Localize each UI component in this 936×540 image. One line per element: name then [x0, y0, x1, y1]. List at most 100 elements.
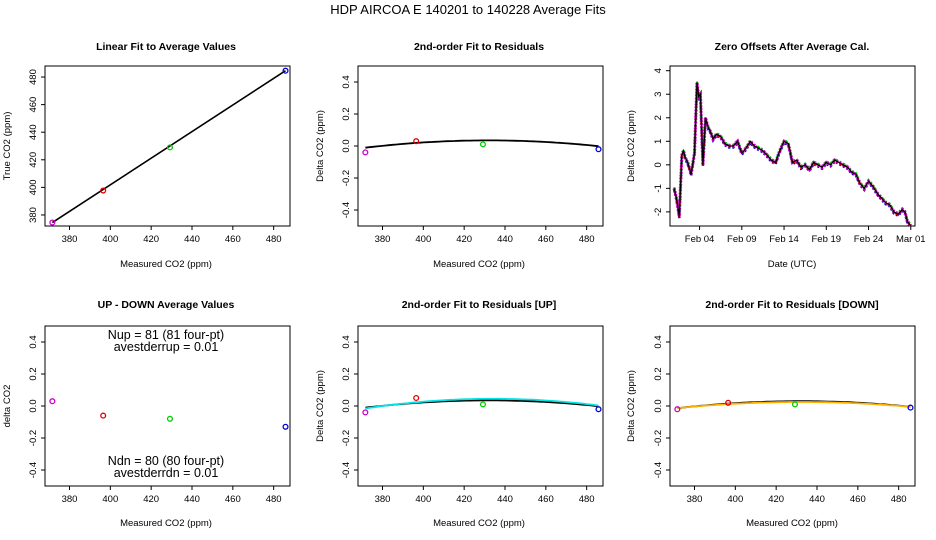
- plot-area: 380 400 420 440 460 480 380 400 420 440 460 480: [28, 65, 291, 245]
- data-point-green: [166, 415, 174, 422]
- y-tick-label: 440: [28, 124, 39, 140]
- x-axis-label: Measured CO2 (ppm): [433, 259, 525, 270]
- series-offset: [673, 82, 912, 227]
- x-tick-label: 420: [456, 494, 472, 505]
- y-tick-label: 0.2: [653, 367, 664, 380]
- fit-curve-black: [365, 139, 599, 149]
- avestderrup-annotation: avestderrup = 0.01: [114, 340, 219, 354]
- x-tick-label: 380: [687, 494, 703, 505]
- y-tick-label: 3: [653, 92, 664, 97]
- x-tick-label: Feb 24: [854, 234, 884, 245]
- x-tick-label: 380: [375, 494, 391, 505]
- plot-area: 380 400 420 440 460 480 -0.4 -0.2 0.0 0.2 0.4: [28, 325, 291, 505]
- fit-line: [51, 70, 286, 224]
- plot-frame: [44, 65, 291, 227]
- x-tick-label: 480: [266, 494, 282, 505]
- y-tick-label: 0.0: [653, 399, 664, 412]
- y-tick-label: 380: [28, 207, 39, 223]
- y-tick-label: 400: [28, 179, 39, 195]
- x-tick-label: 480: [891, 494, 907, 505]
- y-axis-label: Delta CO2 (ppm): [315, 370, 326, 442]
- x-tick-label: 480: [579, 494, 595, 505]
- x-tick-label: 380: [375, 234, 391, 245]
- data-point-red: [725, 399, 732, 406]
- plot-area: 380 400 420 440 460 480 -0.4 -0.2 0.0 0.2 0.4: [341, 65, 604, 245]
- y-tick-label: 0.4: [341, 335, 352, 348]
- y-tick-label: 0.2: [341, 107, 352, 120]
- y-tick-label: 0: [653, 162, 664, 167]
- x-tick-label: 460: [225, 234, 241, 245]
- nup-annotation: Nup = 81 (81 four-pt): [108, 328, 224, 342]
- x-tick-label: Feb 14: [769, 234, 799, 245]
- ndn-annotation: Ndn = 80 (80 four-pt): [108, 454, 224, 468]
- panel-title: UP - DOWN Average Values: [98, 299, 235, 311]
- y-tick-label: -0.4: [341, 462, 352, 478]
- data-point-blue: [595, 406, 602, 413]
- panel-residuals-up: 2nd-order Fit to Residuals [UP] 380 400 42…: [315, 299, 604, 529]
- plot-area: Feb 04 Feb 09 Feb 14 Feb 19 Feb 24 Mar 01 -2 -1…: [653, 65, 926, 245]
- panel-title: 2nd-order Fit to Residuals [DOWN]: [705, 299, 878, 311]
- y-tick-label: -2: [653, 208, 664, 216]
- y-tick-label: -0.2: [28, 430, 39, 446]
- x-tick-label: 460: [538, 234, 554, 245]
- x-tick-label: Feb 04: [685, 234, 715, 245]
- x-tick-label: 480: [579, 234, 595, 245]
- y-tick-label: 420: [28, 152, 39, 168]
- x-tick-label: 420: [768, 494, 784, 505]
- data-point-magenta: [362, 149, 369, 156]
- data-point-red: [100, 187, 107, 194]
- data-point-magenta: [49, 219, 56, 226]
- data-point-blue: [282, 67, 289, 74]
- x-tick-label: 440: [184, 234, 200, 245]
- panel-title: 2nd-order Fit to Residuals [UP]: [402, 299, 557, 311]
- data-point-green: [166, 144, 174, 151]
- y-tick-label: 0.4: [28, 335, 39, 348]
- plot-area: 380 400 420 440 460 480 -0.4 -0.2 0.0 0.2 0.4: [341, 325, 604, 505]
- y-tick-label: 0.4: [341, 75, 352, 88]
- panel-title: Zero Offsets After Average Cal.: [715, 41, 870, 53]
- fit-curve-cyan: [365, 397, 599, 410]
- x-axis-label: Measured CO2 (ppm): [120, 518, 212, 529]
- y-tick-label: 0.2: [28, 367, 39, 380]
- x-tick-label: Feb 19: [812, 234, 842, 245]
- panel-zero-offsets: Zero Offsets After Average Cal. Feb 04 Fe…: [626, 41, 926, 270]
- data-point-blue: [282, 423, 289, 430]
- avestderrdn-annotation: avestderrdn = 0.01: [114, 466, 219, 480]
- series-magenta: [672, 82, 913, 227]
- x-tick-label: 400: [102, 234, 118, 245]
- y-tick-label: 2: [653, 115, 664, 120]
- x-tick-label: 420: [143, 494, 159, 505]
- y-tick-label: 0.0: [341, 139, 352, 152]
- y-axis-label: Delta CO2 (ppm): [626, 110, 637, 182]
- data-point-green: [479, 141, 487, 148]
- data-point-green: [479, 401, 487, 408]
- y-axis-label: delta CO2: [2, 385, 13, 428]
- panel-title: Linear Fit to Average Values: [96, 41, 236, 53]
- y-tick-label: 460: [28, 97, 39, 113]
- data-point-magenta: [674, 406, 681, 413]
- x-tick-label: Feb 09: [727, 234, 757, 245]
- y-axis-label: Delta CO2 (ppm): [315, 110, 326, 182]
- panel-title: 2nd-order Fit to Residuals: [414, 41, 544, 53]
- y-tick-label: -0.2: [341, 430, 352, 446]
- y-tick-label: 0.4: [653, 335, 664, 348]
- y-tick-label: 0.0: [341, 399, 352, 412]
- y-tick-label: -0.2: [341, 170, 352, 186]
- x-tick-label: 460: [538, 494, 554, 505]
- x-tick-label: 400: [102, 494, 118, 505]
- x-tick-label: 420: [143, 234, 159, 245]
- y-tick-label: -0.2: [653, 430, 664, 446]
- x-tick-label: Mar 01: [896, 234, 926, 245]
- y-tick-label: 480: [28, 69, 39, 85]
- data-point-green: [791, 401, 798, 408]
- y-axis-label: True CO2 (ppm): [2, 112, 13, 181]
- figure-title: HDP AIRCOA E 140201 to 140228 Average Fi…: [330, 2, 606, 17]
- y-tick-label: 0.2: [341, 367, 352, 380]
- x-tick-label: 380: [62, 234, 78, 245]
- x-tick-label: 380: [62, 494, 78, 505]
- y-tick-label: -0.4: [28, 462, 39, 478]
- x-tick-label: 460: [225, 494, 241, 505]
- x-tick-label: 440: [497, 234, 513, 245]
- panel-residuals-down: 2nd-order Fit to Residuals [DOWN] 380 400…: [626, 299, 916, 529]
